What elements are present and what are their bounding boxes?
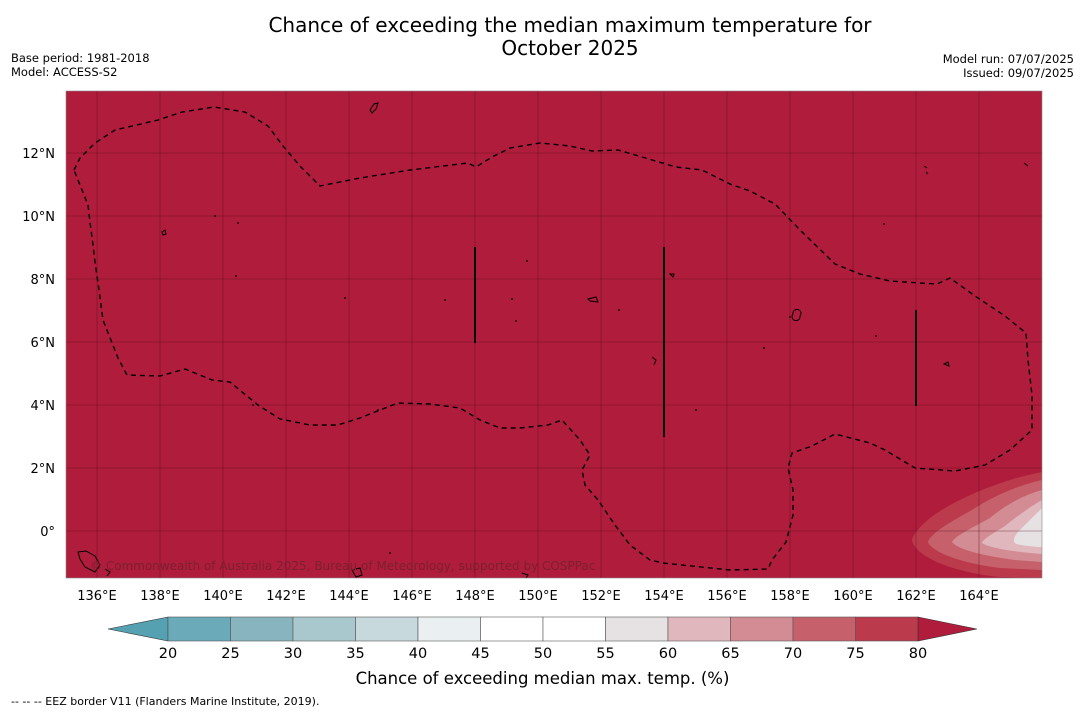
lon-label: 156°E xyxy=(707,589,747,604)
colorbar-tick-label: 35 xyxy=(346,646,364,662)
colorbar-segment xyxy=(542,616,606,642)
probability-field xyxy=(66,91,1042,578)
colorbar-tick-label: 70 xyxy=(784,646,802,662)
model-run-text: Model run: 07/07/2025 xyxy=(942,52,1074,66)
colorbar-title: Chance of exceeding median max. temp. (%… xyxy=(355,669,730,688)
colorbar-tick-label: 55 xyxy=(596,646,614,662)
colorbar-tick-labels: 20 25 30 35 40 45 50 55 60 65 70 75 80 xyxy=(159,646,927,662)
low-probability-plume xyxy=(912,472,1042,578)
colorbar-segment xyxy=(605,616,669,642)
colorbar-segment xyxy=(480,616,544,642)
issued-text: Issued: 09/07/2025 xyxy=(963,66,1074,80)
colorbar-tick-label: 25 xyxy=(221,646,239,662)
colorbar-tick-label: 50 xyxy=(534,646,552,662)
lat-label: 6°N xyxy=(31,336,56,351)
colorbar-segment xyxy=(667,616,731,642)
lon-label: 144°E xyxy=(329,589,369,604)
longitude-labels: 136°E 138°E 140°E 142°E 144°E 146°E 148°E 150°E… xyxy=(77,589,999,604)
colorbar-tick-label: 20 xyxy=(159,646,177,662)
lat-label: 4°N xyxy=(31,399,56,414)
lat-label: 12°N xyxy=(22,147,55,162)
eez-footnote: -- -- -- EEZ border V11 (Flanders Marine… xyxy=(11,695,320,708)
base-period-text: Base period: 1981-2018 xyxy=(11,51,150,65)
lon-label: 152°E xyxy=(581,589,621,604)
lat-label: 10°N xyxy=(22,210,55,225)
colorbar-segment xyxy=(292,616,356,642)
lon-label: 160°E xyxy=(833,589,873,604)
colorbar-segment xyxy=(855,616,919,642)
lon-label: 154°E xyxy=(644,589,684,604)
colorbar-segment xyxy=(792,616,856,642)
lat-label: 8°N xyxy=(31,273,56,288)
lon-label: 164°E xyxy=(959,589,999,604)
model-text: Model: ACCESS-S2 xyxy=(11,65,118,79)
colorbar-high-extension xyxy=(917,616,978,642)
title-line-1: Chance of exceeding the median maximum t… xyxy=(268,13,872,37)
meta-left: Base period: 1981-2018 Model: ACCESS-S2 xyxy=(11,51,150,79)
colorbar-segment xyxy=(355,616,419,642)
lon-label: 136°E xyxy=(77,589,117,604)
lon-label: 138°E xyxy=(140,589,180,604)
colorbar-segment xyxy=(230,616,294,642)
colorbar xyxy=(107,616,978,642)
colorbar-tick-label: 60 xyxy=(659,646,677,662)
colorbar-tick-label: 40 xyxy=(409,646,427,662)
colorbar-tick-label: 80 xyxy=(909,646,927,662)
eez-border xyxy=(73,106,1033,571)
lon-label: 162°E xyxy=(896,589,936,604)
colorbar-segment xyxy=(730,616,794,642)
sea-ice-lines xyxy=(474,247,917,437)
map-panel: © Commonwealth of Australia 2025, Bureau… xyxy=(65,90,1043,579)
colorbar-low-extension xyxy=(107,616,169,642)
lon-label: 150°E xyxy=(518,589,558,604)
title-line-2: October 2025 xyxy=(501,36,639,60)
lon-label: 140°E xyxy=(203,589,243,604)
lon-label: 158°E xyxy=(770,589,810,604)
copyright-text: © Commonwealth of Australia 2025, Bureau… xyxy=(90,559,595,573)
lon-label: 142°E xyxy=(266,589,306,604)
lat-label: 0° xyxy=(40,525,55,540)
colorbar-tick-label: 65 xyxy=(721,646,739,662)
latitude-labels: 12°N 10°N 8°N 6°N 4°N 2°N 0° xyxy=(22,147,55,540)
meta-right: Model run: 07/07/2025 Issued: 09/07/2025 xyxy=(943,52,1074,80)
colorbar-segment xyxy=(417,616,481,642)
island-specks xyxy=(214,215,885,554)
lon-label: 146°E xyxy=(392,589,432,604)
colorbar-tick-label: 75 xyxy=(846,646,864,662)
map-title: Chance of exceeding the median maximum t… xyxy=(0,14,1085,60)
lon-label: 148°E xyxy=(455,589,495,604)
islands xyxy=(77,102,1029,579)
colorbar-tick-label: 30 xyxy=(284,646,302,662)
lat-label: 2°N xyxy=(31,462,56,477)
map-frame xyxy=(65,90,1043,579)
colorbar-segment xyxy=(167,616,231,642)
colorbar-tick-label: 45 xyxy=(471,646,489,662)
